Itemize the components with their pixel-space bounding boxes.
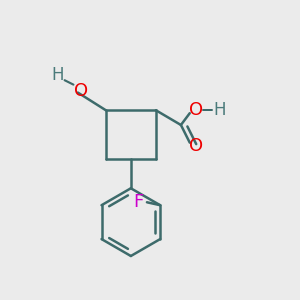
Text: O: O bbox=[189, 101, 203, 119]
Text: O: O bbox=[74, 82, 88, 100]
Text: H: H bbox=[213, 101, 225, 119]
Text: O: O bbox=[189, 136, 203, 154]
Text: F: F bbox=[133, 193, 143, 211]
Text: H: H bbox=[51, 66, 64, 84]
